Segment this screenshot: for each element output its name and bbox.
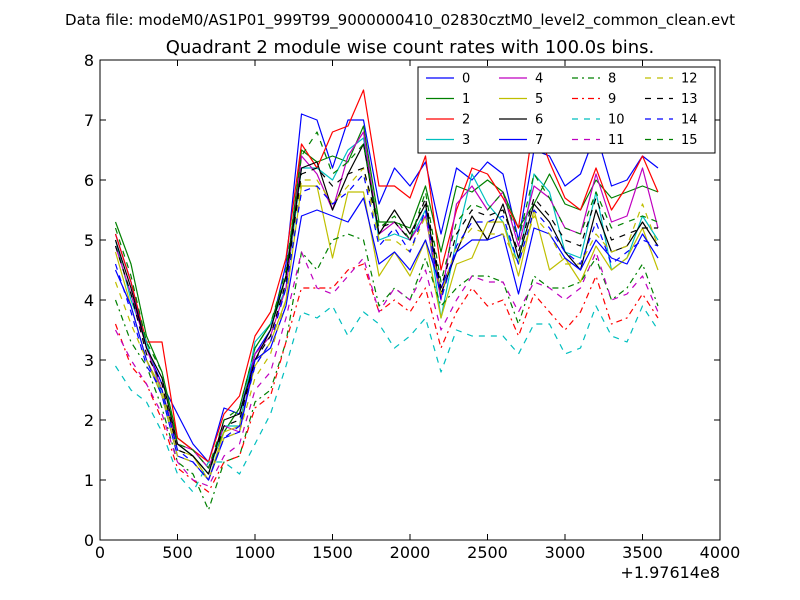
legend-label: 14 (681, 113, 698, 128)
y-tick-label: 8 (84, 51, 94, 70)
legend-label: 7 (535, 133, 543, 148)
legend-label: 12 (681, 72, 698, 87)
series-line-8 (114, 233, 659, 511)
series-line-5 (114, 185, 659, 481)
series-line-13 (114, 167, 658, 475)
x-offset-label: +1.97614e8 (620, 563, 720, 582)
legend-label: 0 (462, 72, 470, 87)
x-tick-label: 2500 (467, 543, 508, 562)
series-layer (114, 89, 659, 511)
series-line-11 (114, 251, 659, 487)
x-tick-label: 3000 (545, 543, 586, 562)
legend-label: 1 (462, 92, 470, 107)
legend-label: 4 (535, 72, 543, 87)
legend-label: 9 (608, 92, 616, 107)
x-tick-label: 3500 (622, 543, 663, 562)
series-line-9 (114, 263, 659, 493)
x-tick-label: 4000 (700, 543, 741, 562)
y-tick-label: 0 (84, 531, 94, 550)
y-tick-label: 5 (84, 231, 94, 250)
series-line-15 (114, 131, 659, 469)
ticks-layer: 0 500 1000 1500 2000 2500 3000 3500 400001234567… (84, 51, 741, 562)
series-line-12 (114, 167, 659, 481)
series-line-2 (114, 89, 659, 463)
series-line-10 (114, 305, 659, 493)
legend-label: 15 (681, 133, 698, 148)
y-tick-label: 2 (84, 411, 94, 430)
y-tick-label: 1 (84, 471, 94, 490)
y-tick-label: 4 (84, 291, 94, 310)
legend-label: 11 (608, 133, 625, 148)
y-tick-label: 7 (84, 111, 94, 130)
legend-label: 10 (608, 113, 625, 128)
x-tick-label: 500 (162, 543, 193, 562)
legend-label: 2 (462, 113, 470, 128)
legend-label: 13 (681, 92, 698, 107)
figure-suptitle: Data file: modeM0/AS1P01_999T99_90000004… (65, 11, 735, 30)
x-tick-label: 1000 (235, 543, 276, 562)
legend-label: 5 (535, 92, 543, 107)
chart-title: Quadrant 2 module wise count rates with … (166, 37, 655, 58)
legend-label: 8 (608, 72, 616, 87)
y-tick-label: 3 (84, 351, 94, 370)
x-tick-label: 2000 (390, 543, 431, 562)
legend-label: 6 (535, 113, 543, 128)
plot-frame (99, 59, 721, 541)
x-tick-label: 0 (95, 543, 105, 562)
legend-box (417, 66, 716, 154)
x-tick-label: 1500 (312, 543, 353, 562)
y-tick-label: 6 (84, 171, 94, 190)
legend-label: 3 (462, 133, 470, 148)
